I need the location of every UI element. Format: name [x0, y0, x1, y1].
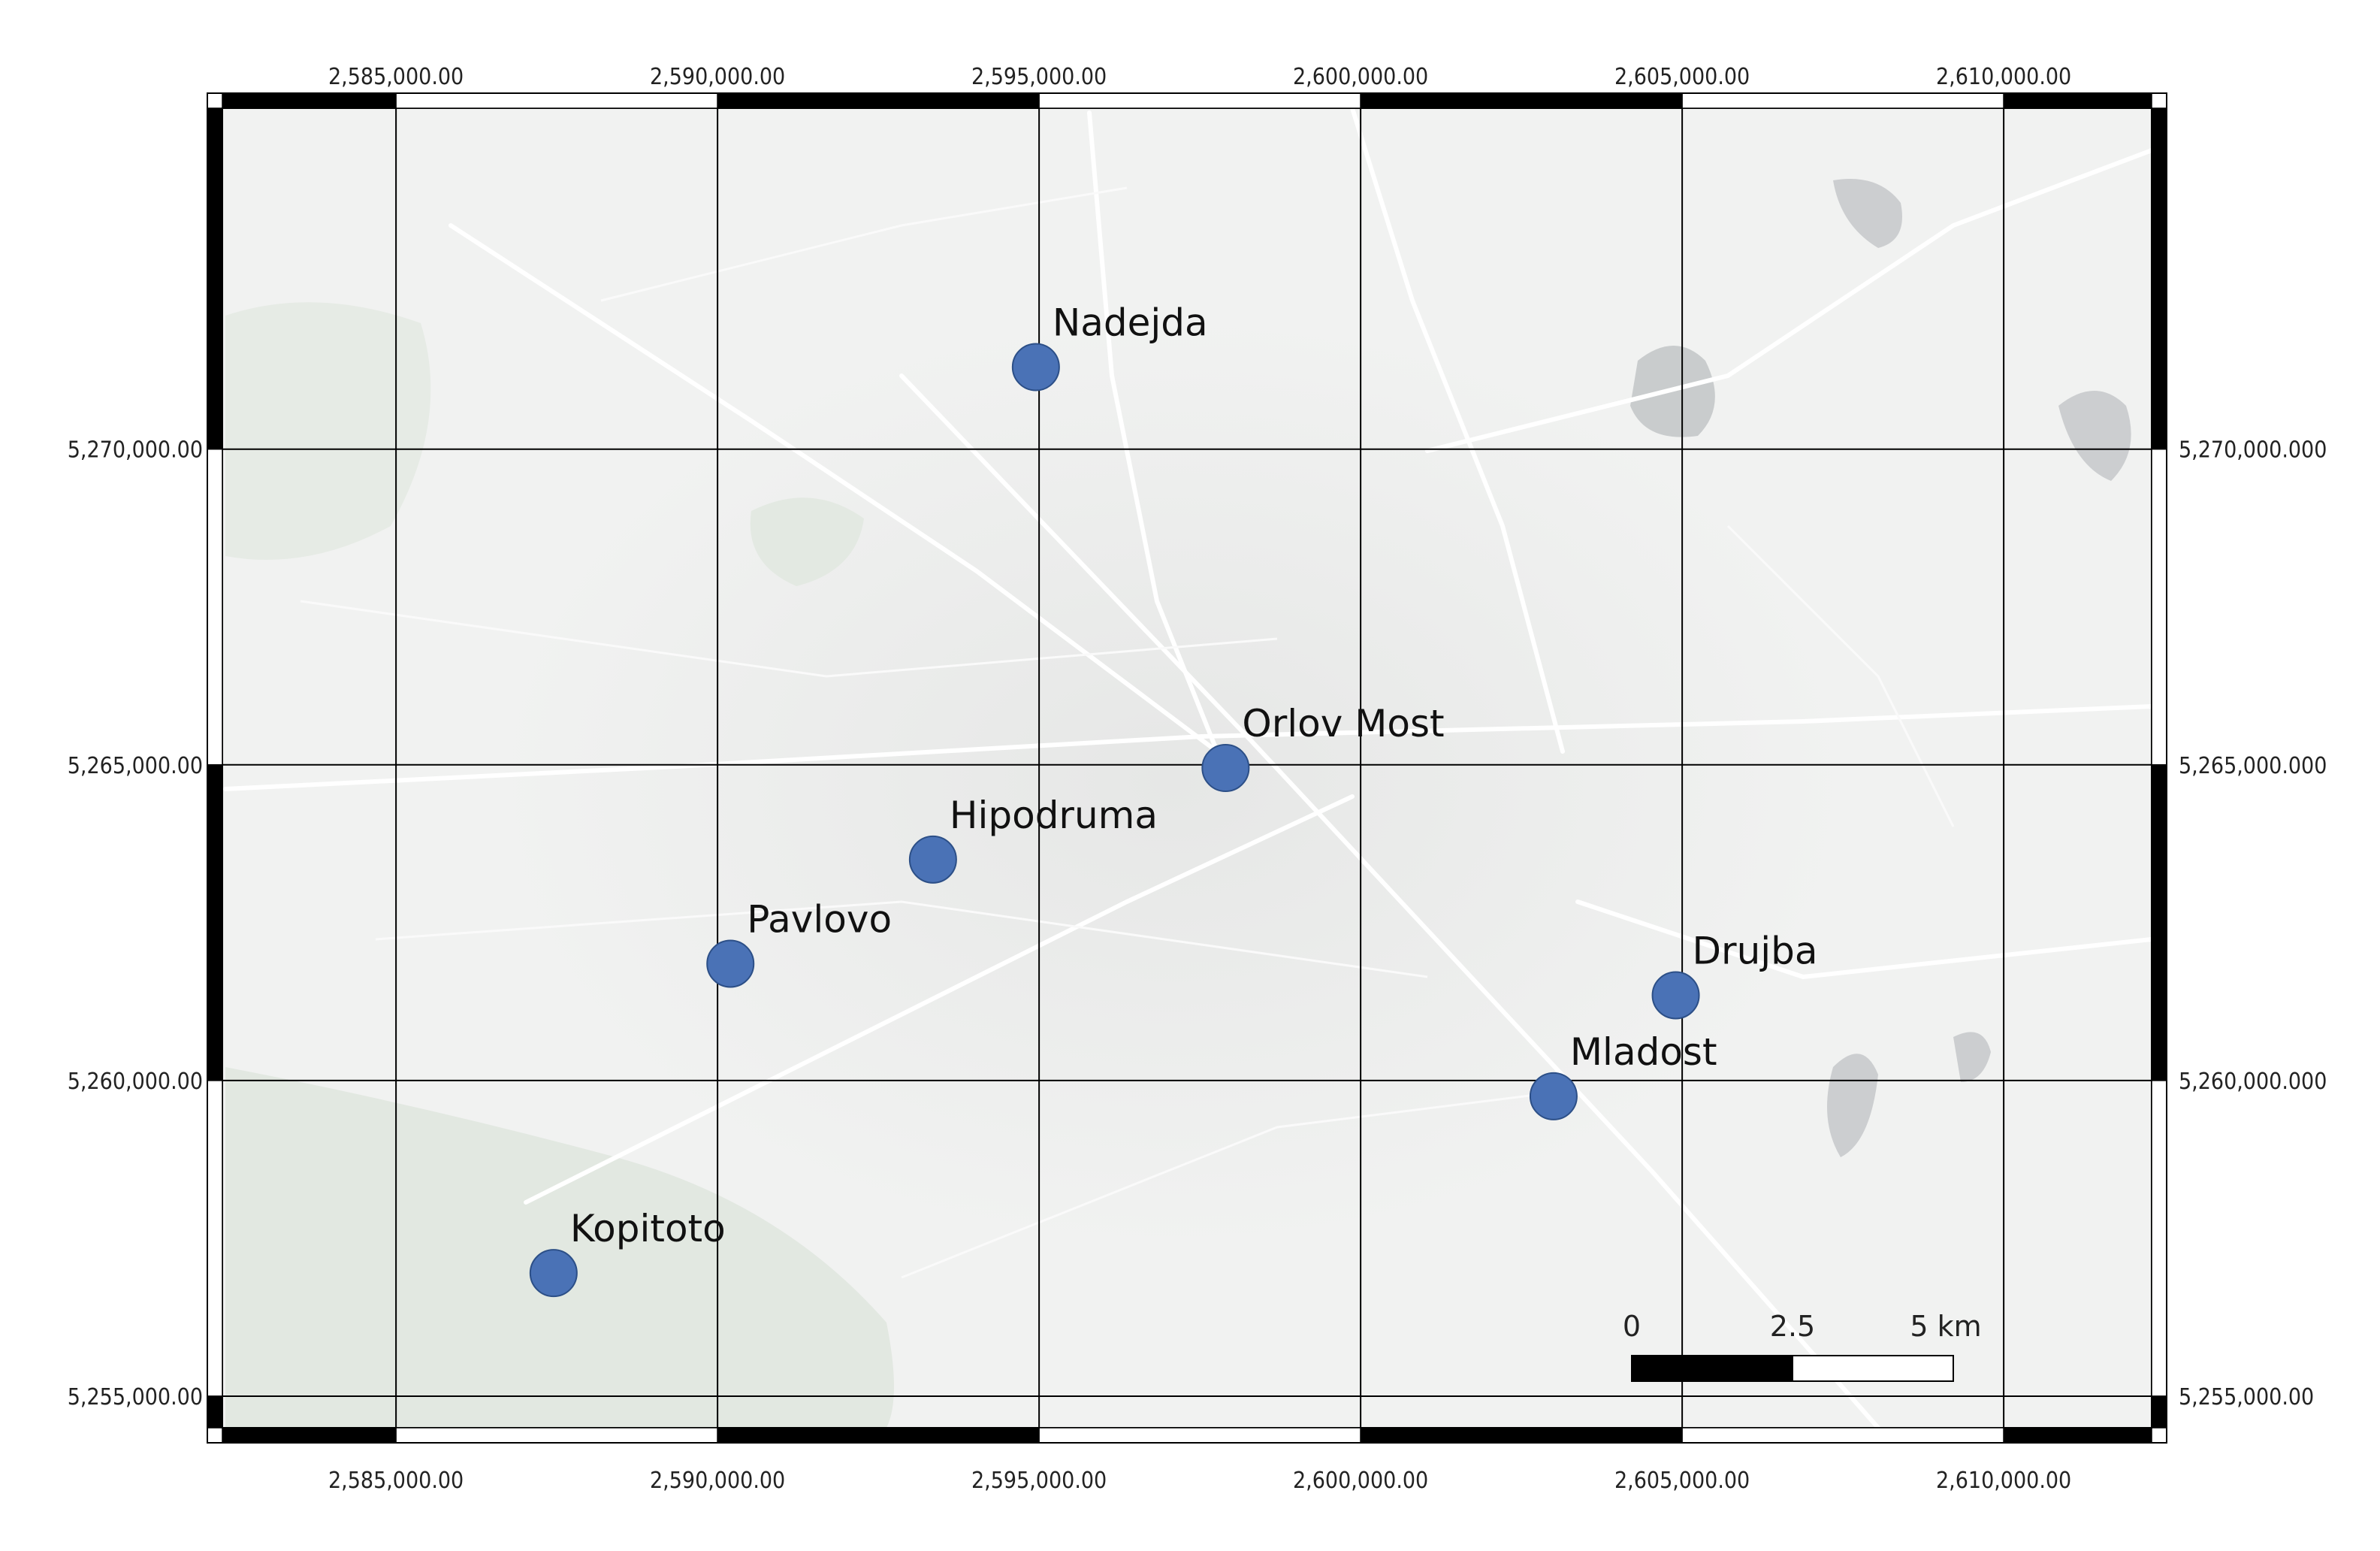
- basemap: [222, 108, 2152, 1428]
- frame-graticule-border: [207, 92, 2167, 1444]
- x-tick-label-top: 2,605,000.00: [1614, 64, 1750, 90]
- x-tick-label-top: 2,610,000.00: [1936, 64, 2071, 90]
- station-marker: [1529, 1072, 1578, 1120]
- station-label: Mladost: [1570, 1030, 1717, 1074]
- station-marker: [1011, 343, 1060, 392]
- station-markers: Nadejda Orlov Most Hipodruma Pavlovo Drujba M…: [529, 301, 1818, 1298]
- lake: [2058, 391, 2131, 481]
- station-label: Kopitoto: [570, 1207, 726, 1250]
- station-marker: [1651, 971, 1700, 1020]
- border-segment-top: [1360, 92, 1683, 109]
- border-segment-top: [2003, 92, 2152, 109]
- x-tick-label-bottom: 2,590,000.00: [650, 1468, 785, 1494]
- lake: [1953, 1032, 1991, 1082]
- lake: [1827, 1054, 1878, 1157]
- x-tick-label-bottom: 2,610,000.00: [1936, 1468, 2071, 1494]
- station-label: Nadejda: [1053, 301, 1208, 344]
- y-tick-label-right: 5,260,000.000: [2179, 1069, 2327, 1095]
- scale-bar-label: 2.5: [1770, 1310, 1815, 1343]
- x-tick-label-bottom: 2,605,000.00: [1614, 1468, 1750, 1494]
- x-tick-label-top: 2,590,000.00: [650, 64, 785, 90]
- station-label: Pavlovo: [747, 897, 892, 941]
- station-marker: [1201, 744, 1250, 792]
- station-label: Orlov Most: [1242, 702, 1444, 745]
- lake: [1833, 179, 1902, 248]
- station-point: Hipodruma: [908, 794, 1158, 884]
- border-segment-left: [207, 764, 223, 1081]
- forest-area: [225, 1067, 894, 1428]
- border-segment-bottom: [1360, 1427, 1683, 1444]
- scale-bar-segment: [1792, 1355, 1954, 1382]
- x-tick-label-bottom: 2,585,000.00: [328, 1468, 464, 1494]
- urban-area: [496, 316, 1848, 1247]
- y-tick-label-left: 5,270,000.00: [68, 437, 203, 464]
- x-tick-label-top: 2,600,000.00: [1293, 64, 1428, 90]
- border-segment-right: [2151, 1080, 2167, 1397]
- x-axis-labels-top: 2,585,000.00 2,590,000.00 2,595,000.00 2,60…: [328, 64, 2071, 90]
- border-segment-left: [207, 448, 223, 766]
- y-tick-label-right: 5,270,000.000: [2179, 437, 2327, 464]
- border-segment-left: [207, 1395, 223, 1429]
- station-point: Orlov Most: [1201, 702, 1445, 792]
- minor-roads: [300, 186, 1955, 1279]
- x-tick-label-bottom: 2,595,000.00: [971, 1468, 1107, 1494]
- x-axis-labels-bottom: 2,585,000.00 2,590,000.00 2,595,000.00 2,60…: [328, 1468, 2071, 1494]
- border-segment-bottom: [2003, 1427, 2152, 1444]
- border-segment-left: [207, 107, 223, 450]
- border-segment-top: [222, 92, 397, 109]
- y-tick-label-left: 5,260,000.00: [68, 1069, 203, 1095]
- station-label: Hipodruma: [950, 794, 1158, 837]
- border-segment-top: [1038, 92, 1361, 109]
- border-segment-bottom: [395, 1427, 718, 1444]
- y-tick-label-left: 5,265,000.00: [68, 753, 203, 779]
- border-segment-left: [207, 1080, 223, 1397]
- y-tick-label-left: 5,255,000.00: [68, 1384, 203, 1410]
- station-label: Drujba: [1693, 929, 1818, 972]
- y-tick-label-right: 5,265,000.000: [2179, 753, 2327, 779]
- x-tick-label-top: 2,585,000.00: [328, 64, 464, 90]
- station-marker: [908, 835, 957, 884]
- station-point: Kopitoto: [529, 1207, 726, 1298]
- park-area: [225, 302, 431, 560]
- outer-frame: [207, 92, 2167, 1444]
- border-segment-right: [2151, 1395, 2167, 1429]
- border-segment-right: [2151, 764, 2167, 1081]
- station-point: Pavlovo: [706, 897, 892, 988]
- border-segment-right: [2151, 107, 2167, 450]
- border-segment-bottom: [222, 1427, 397, 1444]
- y-tick-label-right: 5,255,000.00: [2179, 1384, 2314, 1410]
- border-segment-top: [717, 92, 1040, 109]
- station-point: Drujba: [1651, 929, 1818, 1020]
- roads: [223, 108, 2152, 1428]
- border-segment-right: [2151, 448, 2167, 766]
- x-tick-label-top: 2,595,000.00: [971, 64, 1107, 90]
- coordinate-grid: [222, 108, 2152, 1428]
- station-marker: [529, 1249, 578, 1298]
- border-segment-bottom: [717, 1427, 1040, 1444]
- border-segment-bottom: [1681, 1427, 2004, 1444]
- border-segment-bottom: [1038, 1427, 1361, 1444]
- station-point: Mladost: [1529, 1030, 1717, 1120]
- station-point: Nadejda: [1011, 301, 1208, 392]
- border-segment-top: [395, 92, 718, 109]
- park-area: [750, 497, 864, 586]
- station-marker: [706, 939, 755, 988]
- scale-bar: 0 2.5 5 km: [1623, 1310, 1982, 1382]
- y-axis-labels-right: 5,270,000.000 5,265,000.000 5,260,000.000 5…: [2179, 437, 2327, 1410]
- scale-bar-segment: [1631, 1355, 1793, 1382]
- scale-bar-label: 5 km: [1910, 1310, 1981, 1343]
- scale-bar-label: 0: [1623, 1310, 1641, 1343]
- y-axis-labels-left: 5,270,000.00 5,265,000.00 5,260,000.00 5,25…: [68, 437, 203, 1410]
- border-segment-top: [1681, 92, 2004, 109]
- x-tick-label-bottom: 2,600,000.00: [1293, 1468, 1428, 1494]
